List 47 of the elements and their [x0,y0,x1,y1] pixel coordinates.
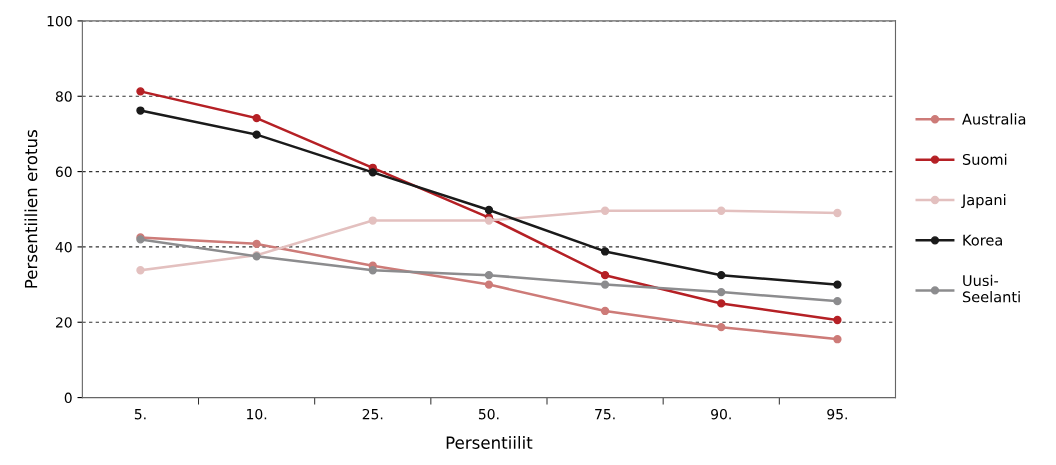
point [833,335,842,344]
y-axis-title: Persentiilien erotus [24,130,38,288]
point [717,206,726,215]
point [368,216,377,225]
x-axis-title: Persentiilit [446,436,533,449]
point [833,296,842,306]
point [252,130,261,139]
point [252,113,261,123]
legend-label: Uusi- Seelanti [962,274,1020,303]
y-tick-label: 60 [55,166,72,178]
y-tick-label: 0 [64,392,72,404]
point [600,306,610,316]
y-tick-label: 20 [55,317,72,328]
y-tick-label: 80 [55,91,72,102]
point [136,87,145,96]
point [252,239,261,249]
point [833,280,842,289]
legend-label: Japani [961,194,1006,209]
x-tick-label: 10. [247,408,267,420]
x-tick-label: 95. [827,408,847,420]
point [717,299,726,308]
point [368,266,377,275]
point [600,247,610,256]
point [136,106,145,115]
point [484,205,494,215]
point [484,280,494,289]
legend-label: Australia [962,113,1026,125]
point [717,287,726,297]
legend-label: Korea [963,234,1002,246]
point [136,266,145,275]
point [600,280,610,289]
point [717,270,726,280]
x-tick-label: 50. [478,408,499,420]
y-tick-label: 40 [55,241,72,253]
point [484,270,494,280]
point [600,206,610,215]
point [833,208,842,218]
point [600,270,610,280]
point [833,315,842,325]
x-tick-label: 25. [362,408,383,420]
x-tick-label: 5. [134,409,146,420]
point [368,168,377,177]
legend-label: Suomi [962,153,1007,165]
point [717,322,726,332]
y-tick-label: 100 [47,15,72,27]
x-tick-label: 75. [595,409,615,420]
x-tick-label: 90. [711,408,731,420]
